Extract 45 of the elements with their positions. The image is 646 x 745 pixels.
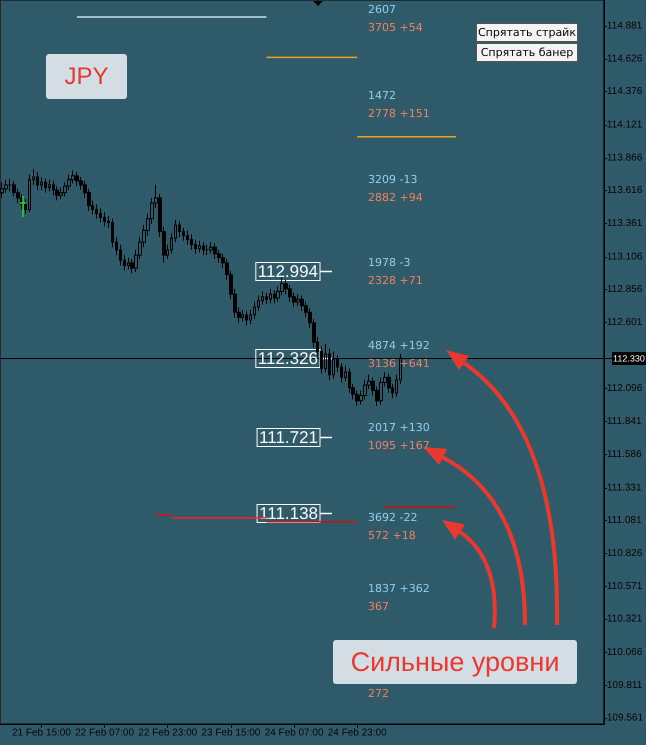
annotation: 1472 2778 +151 (368, 88, 430, 122)
y-tick-label: 110.826 (606, 548, 643, 559)
annotation: JPY (46, 54, 127, 99)
y-tick-label: 110.321 (606, 614, 643, 625)
y-tick-label: 114.881 (606, 20, 643, 32)
annotation: 1978 -3 2328 +71 (368, 255, 423, 289)
y-tick-label: 111.586 (606, 449, 642, 460)
annotation: 4874 +192 3136 +641 (368, 338, 430, 372)
x-tick-label: 21 Feb 15:00 (12, 728, 72, 738)
annotation: 1837 +362 367 (368, 581, 430, 615)
y-tick-label: 110.066 (606, 646, 643, 658)
y-tick-label: 109.561 (606, 712, 644, 724)
annotation: 3209 -13 2882 +94 (368, 172, 423, 206)
y-tick-label: 112.601 (606, 317, 643, 328)
annotation: 2017 +130 1095 +167 (368, 420, 430, 454)
ref-line-label: 111.721 (259, 428, 318, 447)
annotation: 272 (368, 686, 389, 702)
y-tick-label: 114.376 (606, 86, 643, 98)
annotation: 3692 -22 572 +18 (368, 510, 418, 544)
annotation: Спрятать банер (476, 43, 578, 62)
x-tick-label: 24 Feb 07:00 (264, 728, 324, 738)
annotation: 2607 3705 +54 (368, 2, 423, 36)
x-tick-label: 23 Feb 15:00 (201, 728, 261, 738)
annotation: Сильные уровни (333, 640, 577, 684)
y-tick-label: 114.121 (606, 119, 643, 130)
ref-line-label: 111.138 (259, 504, 318, 523)
y-tick-label: 113.106 (606, 251, 643, 262)
ref-line-label: 112.330 (613, 354, 645, 364)
y-tick-label: 111.841 (606, 416, 642, 427)
y-tick-label: 113.616 (606, 185, 643, 196)
y-tick-label: 111.081 (606, 514, 642, 526)
x-tick-label: 22 Feb 23:00 (138, 728, 198, 738)
ref-line-label: 112.994 (258, 262, 318, 281)
y-tick-label: 111.331 (606, 482, 642, 494)
y-tick-label: 112.096 (606, 382, 643, 394)
y-tick-label: 114.626 (606, 54, 643, 65)
x-tick-label: 24 Feb 23:00 (328, 728, 388, 738)
x-tick-label: 22 Feb 07:00 (75, 728, 134, 738)
y-tick-label: 109.811 (606, 680, 643, 691)
y-tick-label: 113.361 (606, 218, 643, 230)
y-tick-label: 113.866 (606, 152, 643, 164)
annotation: Спрятать страйк (476, 23, 578, 42)
ref-line-label: 112.326 (258, 349, 318, 368)
y-tick-label: 112.856 (606, 284, 643, 295)
y-tick-label: 110.571 (606, 581, 643, 592)
